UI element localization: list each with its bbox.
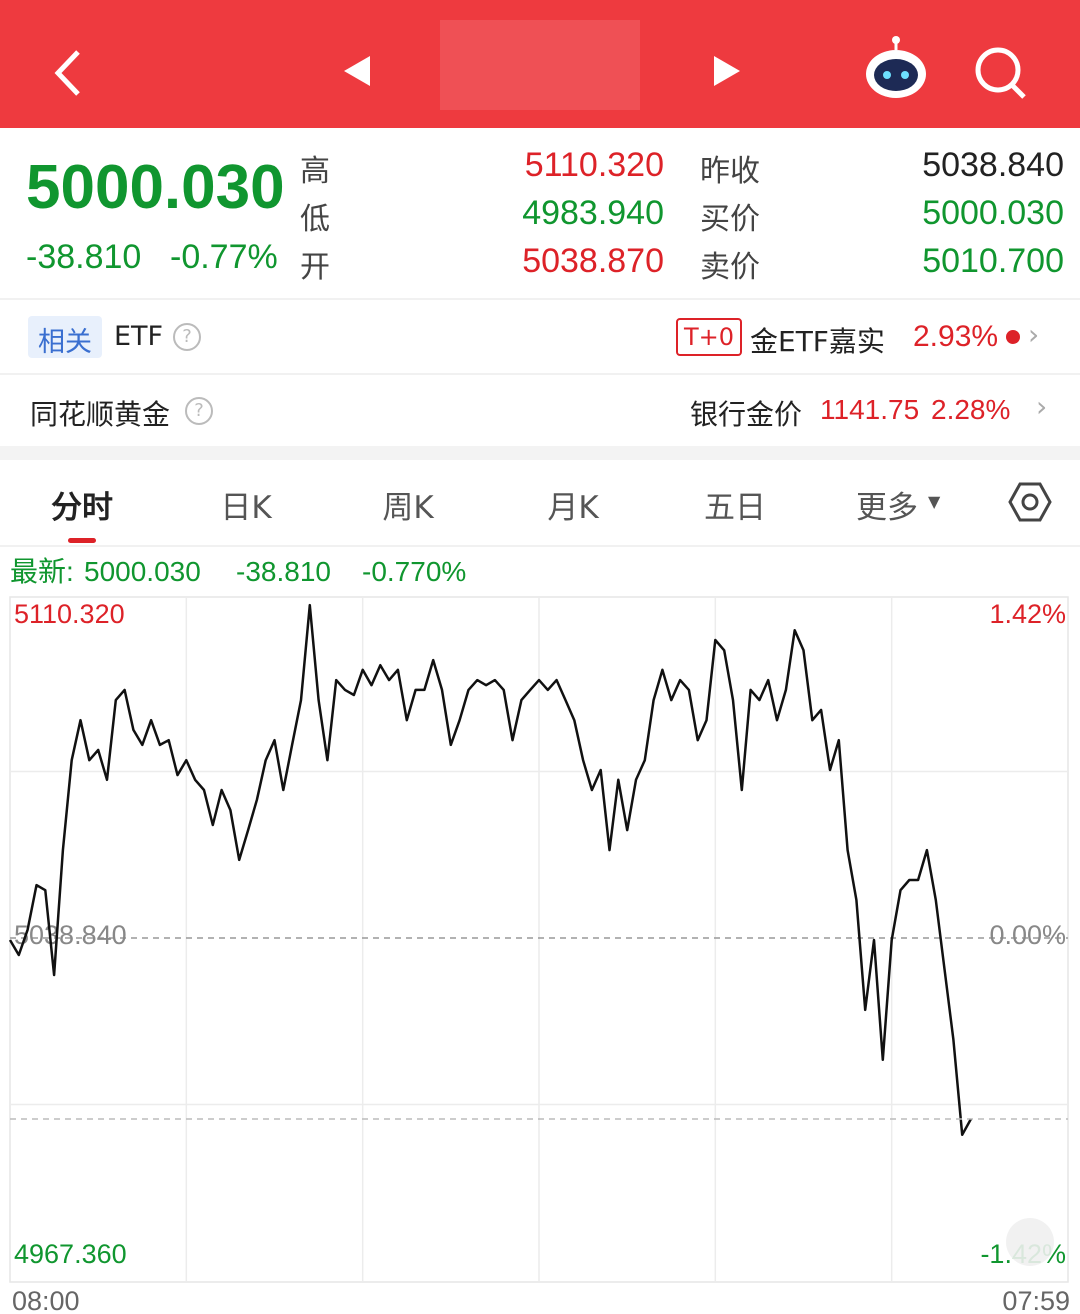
stat-value: 5010.700 <box>922 242 1064 280</box>
tab[interactable]: 日K <box>220 490 272 526</box>
gold-price: 1141.75 <box>820 394 920 425</box>
change-pct: -0.77% <box>170 238 278 276</box>
change: -38.810 <box>26 238 142 276</box>
badge: T+0 <box>676 318 742 356</box>
price-line <box>8 603 973 1137</box>
divider <box>0 298 1080 300</box>
stat-value: 4983.940 <box>522 194 664 232</box>
x-tick-label: 07:59 <box>1002 1286 1070 1314</box>
etf-name[interactable]: 金ETF嘉实 <box>750 325 885 358</box>
divider <box>0 545 1080 547</box>
help-icon[interactable]: ? <box>173 323 201 351</box>
tab[interactable]: 周K <box>382 490 434 526</box>
fullscreen-button[interactable] <box>1006 1218 1054 1266</box>
chevron[interactable]: › <box>1028 318 1040 351</box>
chevron[interactable]: › <box>1036 390 1048 423</box>
stat-value: 5110.320 <box>524 146 664 184</box>
tab[interactable]: 更多 <box>856 490 918 526</box>
stat-value: 5038.870 <box>522 242 664 280</box>
latest-label: 最新: <box>10 556 74 587</box>
help-icon[interactable]: ? <box>185 397 213 425</box>
y2-tick-label: 0.00% <box>989 920 1066 950</box>
stat-label: 高 <box>300 154 330 189</box>
y-tick-label: 5110.320 <box>14 599 125 629</box>
settings-button[interactable] <box>1008 480 1052 524</box>
chart: 最新: 5000.030 -38.810 -0.770% 4967.360 5038.84… <box>8 556 1070 1314</box>
latest-pct: -0.770% <box>362 556 466 587</box>
etf-pct: 2.93% <box>913 320 999 353</box>
section-gap <box>0 446 1080 460</box>
tag: 相关 <box>38 327 92 358</box>
more-caret: ▼ <box>928 492 941 511</box>
stat-label: 昨收 <box>700 154 760 189</box>
tab[interactable]: 分时 <box>51 490 113 526</box>
dot <box>1006 330 1020 344</box>
prev-button[interactable] <box>344 56 370 86</box>
x-tick-label: 08:00 <box>12 1286 80 1314</box>
back-button[interactable] <box>54 50 80 96</box>
latest-price: 5000.030 <box>84 556 201 587</box>
stat-value: 5000.030 <box>922 194 1064 232</box>
stat-value: 5038.840 <box>922 146 1064 184</box>
gold-label: 银行金价 <box>690 398 803 431</box>
tab[interactable]: 月K <box>547 490 599 526</box>
tag-bg <box>28 316 102 358</box>
header-bar <box>0 0 1080 128</box>
gold-title[interactable]: 同花顺黄金 <box>30 398 171 431</box>
tab[interactable]: 五日 <box>704 490 766 526</box>
next-button[interactable] <box>714 56 740 86</box>
divider <box>0 373 1080 375</box>
stat-label: 买价 <box>700 202 760 237</box>
stat-label: 卖价 <box>700 250 760 285</box>
latest-change: -38.810 <box>236 556 331 587</box>
stat-label: 开 <box>300 250 330 285</box>
y-tick-label: 4967.360 <box>14 1239 127 1269</box>
stat-label: 低 <box>300 202 330 237</box>
tab-indicator <box>68 538 96 543</box>
blurred-title <box>440 20 640 110</box>
price: 5000.030 <box>26 153 285 222</box>
search-button[interactable] <box>975 47 1026 99</box>
y2-tick-label: 1.42% <box>989 599 1066 629</box>
etf-title[interactable]: ETF <box>114 321 164 352</box>
gold-pct: 2.28% <box>931 394 1011 425</box>
y-tick-label: 5038.840 <box>14 920 127 950</box>
assistant-icon[interactable] <box>866 36 926 98</box>
header-icons <box>54 20 1026 110</box>
